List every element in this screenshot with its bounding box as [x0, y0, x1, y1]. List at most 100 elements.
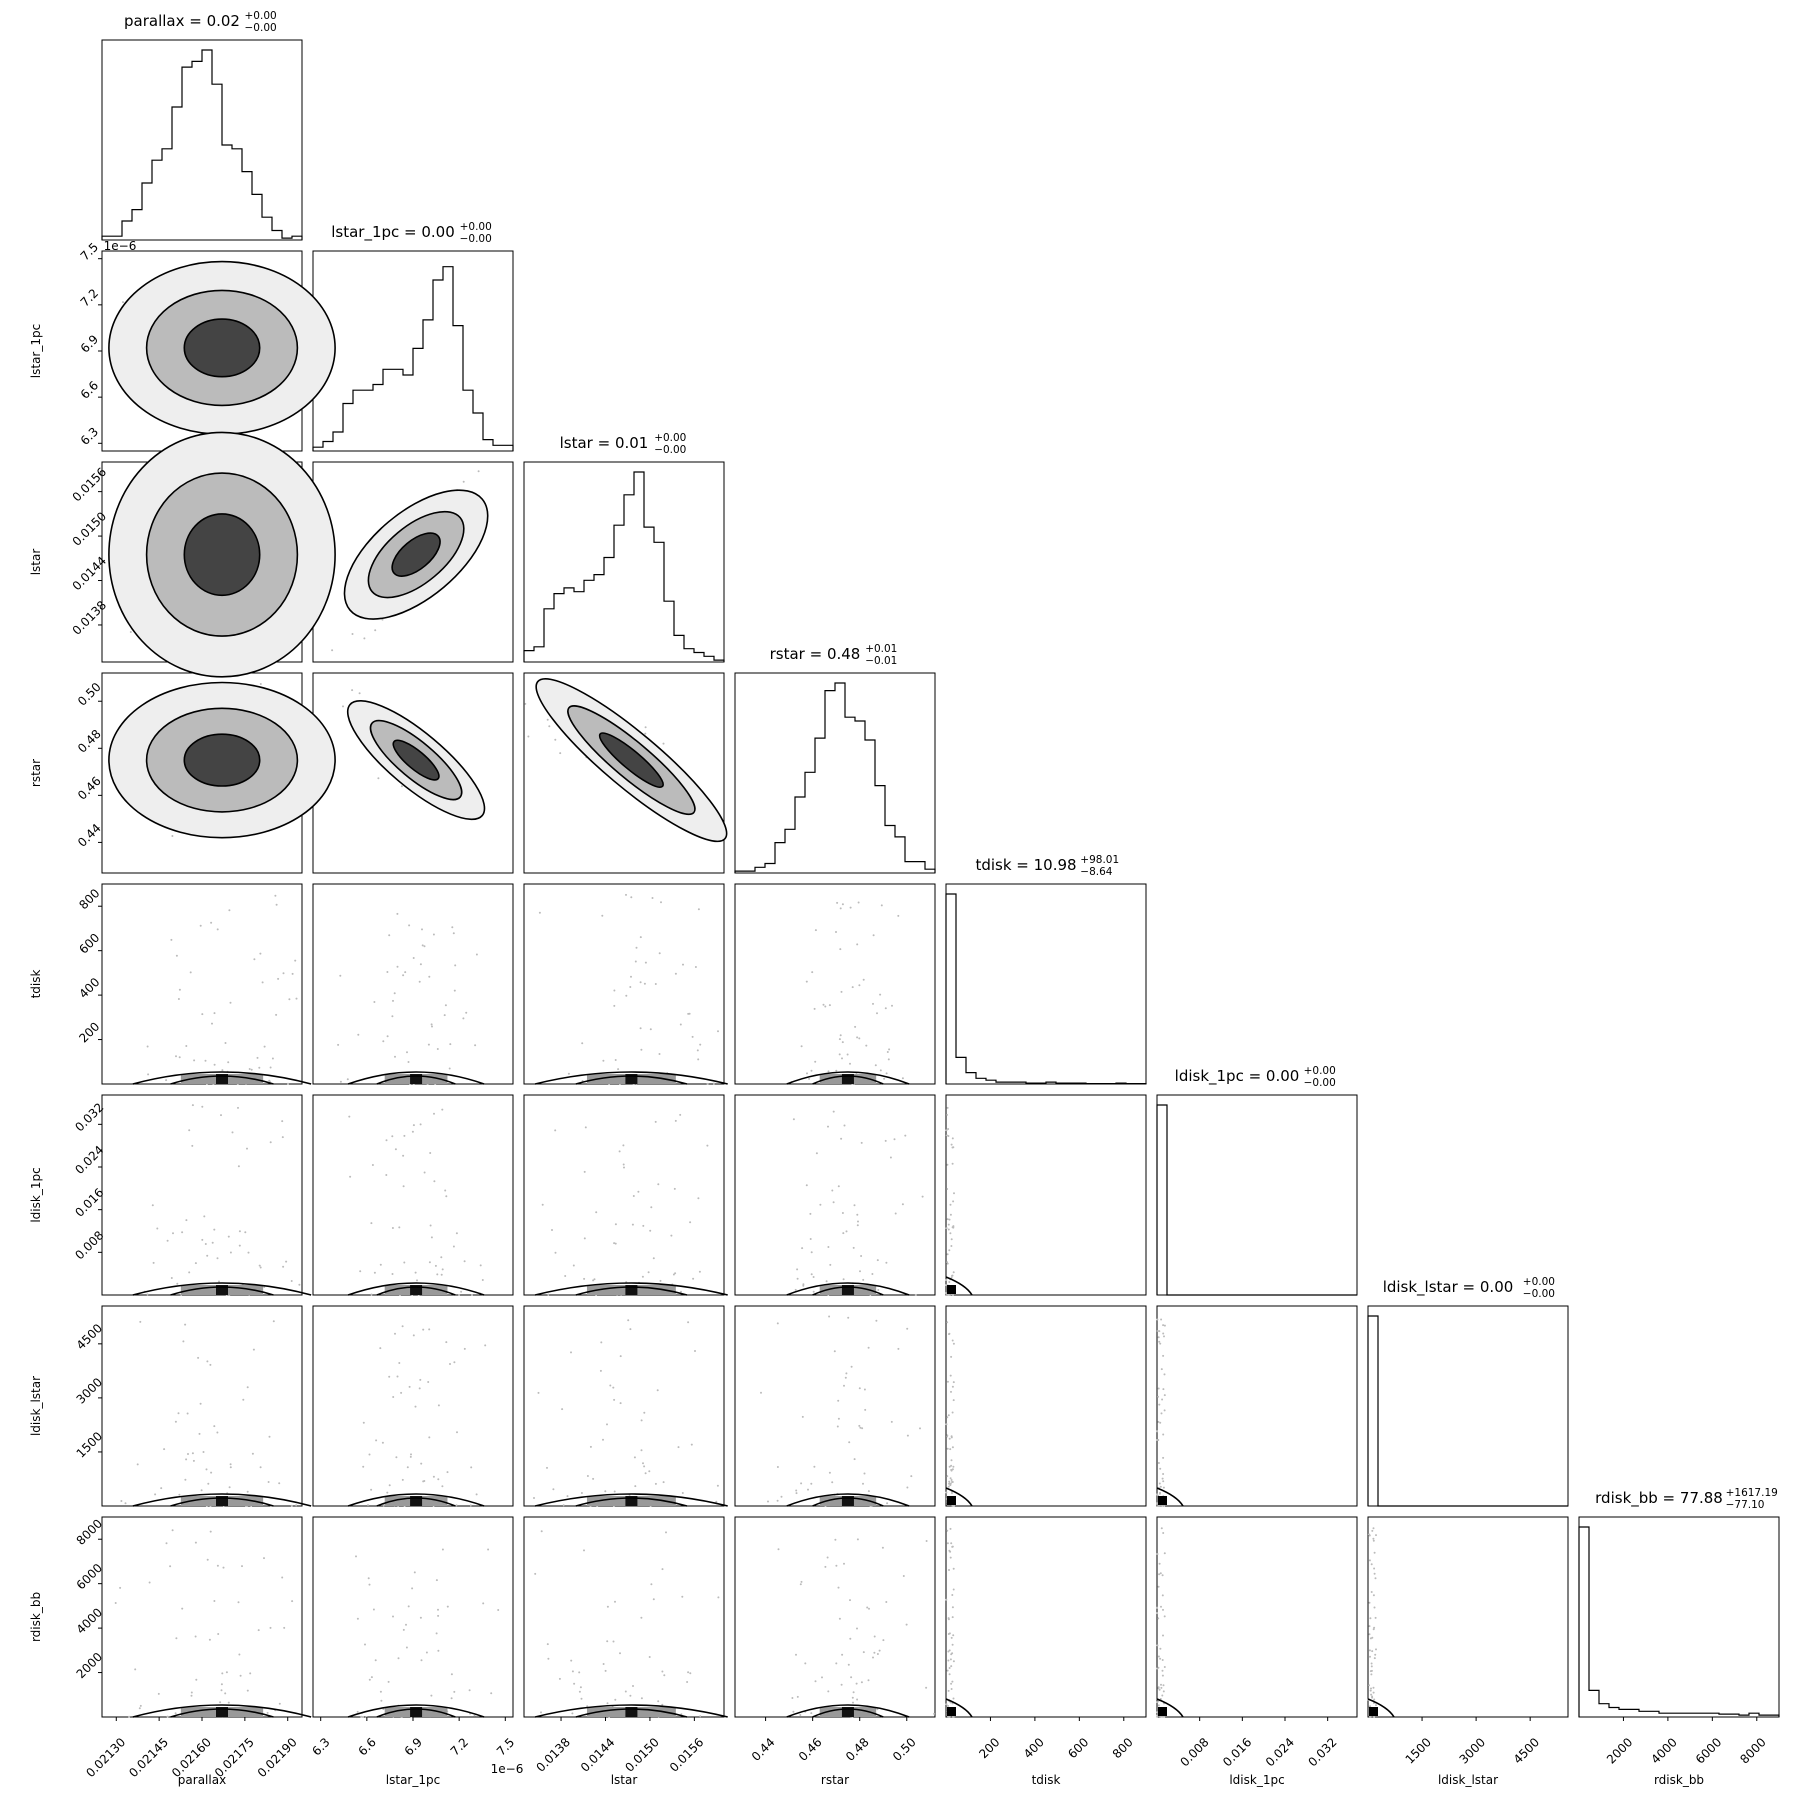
scatter-point	[951, 1339, 954, 1342]
scatter-point	[933, 1712, 936, 1715]
scatter-point	[379, 1347, 382, 1350]
scatter-point	[421, 928, 423, 931]
scatter-point	[397, 1657, 400, 1660]
scatter-point	[952, 1660, 955, 1663]
scatter-point	[391, 1015, 394, 1018]
scatter-point	[419, 1123, 422, 1126]
scatter-point	[950, 1459, 953, 1462]
scatter-point	[644, 732, 647, 735]
scatter-point	[259, 683, 262, 685]
scatter-point	[1163, 1409, 1166, 1412]
scatter-point	[1160, 1412, 1163, 1415]
scatter-point	[879, 1069, 882, 1072]
scatter-point	[256, 1056, 259, 1059]
scatter-point	[225, 1671, 228, 1674]
x-tick-label: 0.02190	[255, 1735, 300, 1780]
scatter-point	[945, 1134, 948, 1137]
x-tick-label: 200	[976, 1735, 1002, 1761]
scatter-point	[1158, 1492, 1161, 1495]
scatter-point	[824, 1005, 827, 1008]
scatter-point	[427, 1381, 430, 1383]
panel-frame-ldisk_lstar-tdisk	[945, 1305, 1147, 1507]
scatter-point	[843, 1562, 845, 1565]
scatter-point	[853, 1458, 856, 1461]
contour-level	[183, 318, 261, 378]
contour-inner	[812, 1497, 884, 1507]
scatter-point	[822, 1003, 825, 1006]
scatter-point	[1159, 1342, 1162, 1345]
panel-frame-tdisk-lstar	[523, 883, 725, 1085]
scatter-point	[229, 1466, 232, 1469]
panel-frame-tdisk-parallax	[101, 883, 303, 1085]
scatter-point	[562, 1504, 565, 1507]
scatter-point	[592, 1279, 595, 1282]
scatter-point	[1157, 1387, 1160, 1390]
panel-title-upper-rstar: +0.01	[865, 643, 897, 655]
scatter-point	[497, 1609, 500, 1611]
scatter-point	[364, 1643, 366, 1646]
scatter-point	[946, 1416, 949, 1419]
scatter-point	[146, 1045, 149, 1048]
scatter-point	[586, 1475, 589, 1477]
contour-inner	[170, 1497, 274, 1507]
scatter-point	[455, 1504, 458, 1507]
scatter-point	[207, 1482, 210, 1485]
y-tick-label: 0.44	[75, 821, 104, 850]
scatter-point	[952, 1381, 955, 1384]
scatter-point	[901, 1077, 904, 1080]
scatter-point	[250, 1068, 253, 1071]
scatter-point	[444, 1189, 447, 1192]
scatter-point	[453, 1690, 456, 1693]
scatter-point	[629, 1328, 632, 1331]
x-offset-lstar_1pc: 1e−6	[491, 1762, 524, 1776]
scatter-point	[430, 1023, 433, 1026]
scatter-point	[925, 1540, 928, 1542]
panel-title-ldisk_lstar: ldisk_lstar = 0.00	[1383, 1278, 1514, 1297]
scatter-point	[428, 1436, 431, 1439]
scatter-point	[947, 1633, 950, 1635]
scatter-point	[1156, 1644, 1159, 1647]
scatter-point	[386, 1035, 389, 1038]
scatter-point	[1162, 1324, 1165, 1327]
scatter-point	[541, 1203, 544, 1206]
scatter-point	[1368, 1649, 1371, 1652]
scatter-point	[639, 1027, 642, 1030]
scatter-point	[450, 1673, 453, 1676]
scatter-point	[796, 1695, 799, 1698]
panel-frame-rstar-rstar	[734, 672, 936, 874]
scatter-point	[547, 1657, 550, 1660]
scatter-point	[843, 1384, 845, 1387]
scatter-point	[1162, 1715, 1165, 1718]
scatter-point	[945, 1227, 948, 1230]
scatter-point	[386, 1491, 389, 1494]
scatter-point	[948, 1482, 951, 1485]
scatter-point	[600, 1341, 603, 1344]
scatter-point	[263, 1045, 266, 1048]
scatter-point	[831, 1481, 834, 1484]
scatter-point	[247, 1251, 250, 1254]
scatter-point	[1373, 1606, 1376, 1609]
scatter-point	[227, 1701, 230, 1704]
scatter-point	[925, 1686, 928, 1689]
scatter-point	[139, 1704, 142, 1707]
scatter-point	[1370, 1662, 1373, 1665]
scatter-point	[833, 1350, 836, 1353]
scatter-point	[919, 1427, 921, 1430]
scatter-point	[251, 1452, 254, 1455]
scatter-point	[337, 1043, 340, 1046]
y-tick-label: 200	[76, 1019, 102, 1045]
scatter-point	[948, 1218, 951, 1221]
y-axis-label-ldisk_1pc: ldisk_1pc	[29, 1167, 43, 1222]
scatter-point	[592, 1477, 595, 1480]
scatter-point	[663, 1674, 666, 1677]
contour-outer	[534, 1704, 728, 1718]
scatter-point	[914, 1294, 917, 1296]
contour-inner	[575, 1497, 688, 1507]
scatter-point	[185, 1219, 188, 1222]
scatter-point	[414, 1271, 417, 1274]
scatter-point	[220, 1683, 223, 1686]
scatter-point	[949, 1550, 952, 1553]
scatter-point	[423, 1480, 426, 1482]
scatter-point	[388, 1375, 391, 1378]
